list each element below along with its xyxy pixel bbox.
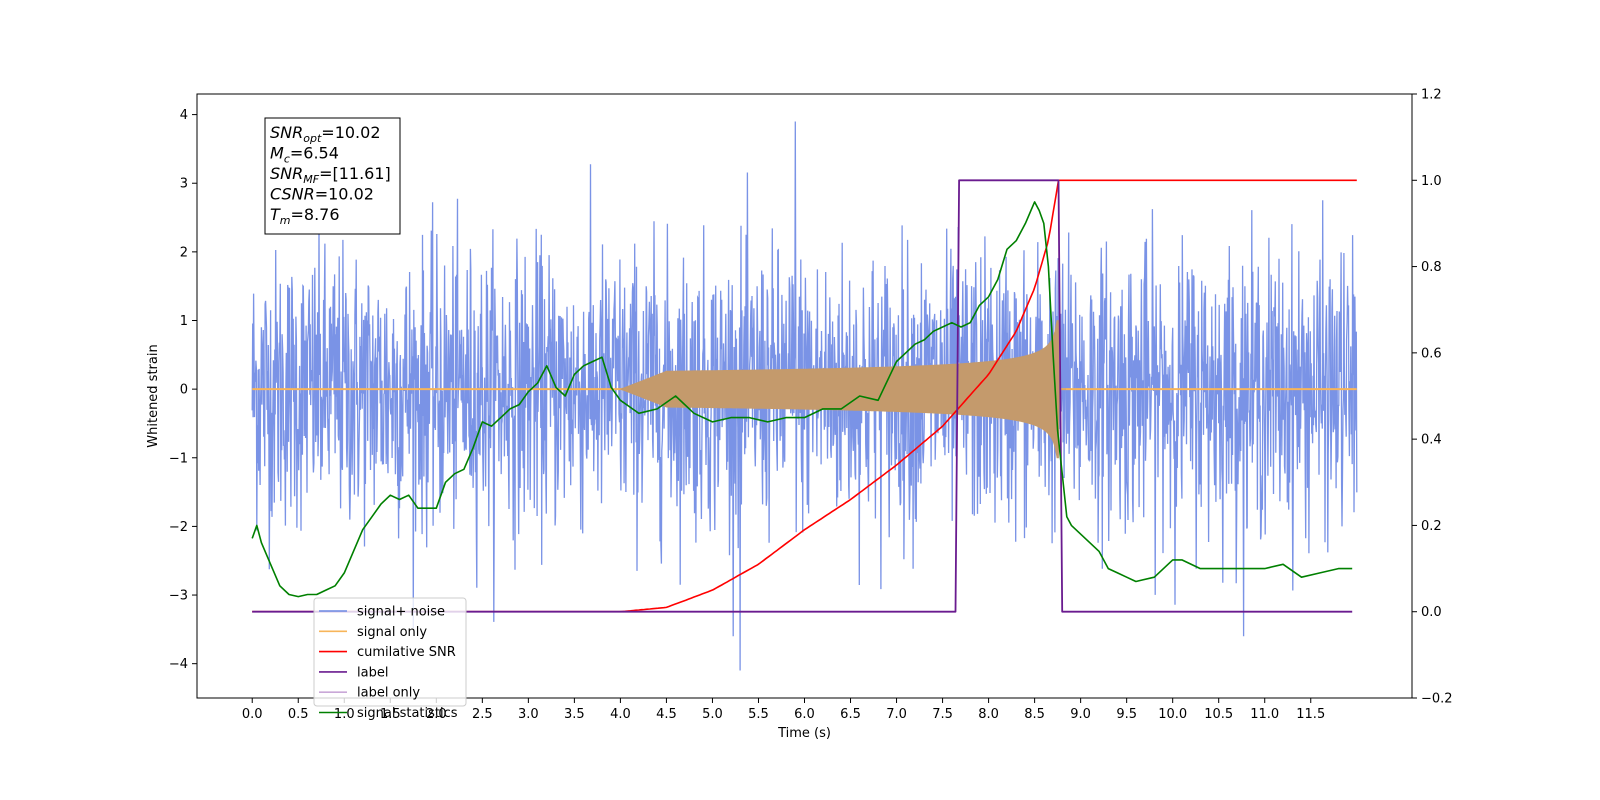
legend-entry: signal statistics (357, 706, 458, 721)
y-tick-label: −4 (169, 657, 188, 672)
x-tick-label: 6.5 (840, 707, 861, 722)
legend-entry: label (357, 665, 388, 680)
x-tick-label: 10.0 (1158, 707, 1187, 722)
y-tick-label: 1 (180, 314, 188, 329)
x-tick-label: 8.0 (978, 707, 999, 722)
y-tick-label: −3 (169, 589, 188, 604)
info-box-line: Mc=6.54 (270, 144, 339, 166)
legend-entry: signal only (357, 625, 427, 640)
x-axis-label: Time (s) (777, 726, 831, 741)
x-tick-label: 5.0 (702, 707, 723, 722)
y-axis-ticks: 4 3 2 1 0 −1 −2 −3 −4 (169, 108, 197, 672)
x-tick-label: 1.0 (334, 707, 355, 722)
info-box-line: SNRopt=10.02 (270, 123, 381, 145)
legend-frame (313, 597, 467, 707)
y2-tick-label: 1.2 (1421, 88, 1442, 103)
series-label (252, 179, 1353, 613)
info-box-frame (264, 117, 401, 235)
info-box-line: Tm=8.76 (270, 205, 340, 227)
series-signal-noise (251, 121, 1358, 671)
x-tick-label: 6.0 (794, 707, 815, 722)
y2-tick-label: 0.8 (1421, 260, 1442, 275)
x-tick-label: 3.0 (518, 707, 539, 722)
legend-entry: signal+ noise (357, 605, 445, 620)
x-tick-label: 0.0 (242, 707, 263, 722)
x-tick-label: 3.5 (564, 707, 585, 722)
y-tick-label: −1 (169, 451, 188, 466)
x-tick-label: 5.5 (748, 707, 769, 722)
y2-tick-label: 0.0 (1421, 605, 1442, 620)
series-signal-statistics (251, 201, 1353, 598)
y2-tick-label: 0.2 (1421, 519, 1442, 534)
y2-tick-label: 0.4 (1421, 433, 1442, 448)
x-tick-label: 2.0 (426, 707, 447, 722)
x-axis-ticks: 0.0 0.5 1.0 1.5 2.0 2.5 3.0 3.5 4.0 4.5 5.0 5.5 6.0 6… (242, 698, 1325, 722)
x-tick-label: 9.5 (1116, 707, 1137, 722)
info-box-line: SNRMF=[11.61] (270, 164, 391, 186)
y-tick-label: −2 (169, 520, 188, 535)
legend-entry: label only (357, 686, 420, 701)
x-tick-label: 11.5 (1296, 707, 1325, 722)
x-tick-label: 7.5 (932, 707, 953, 722)
legend: signal+ noise signal only cumilative SNR la… (313, 597, 467, 721)
y2-axis-ticks: 1.2 1.0 0.8 0.6 0.4 0.2 0.0 −0.2 (1412, 88, 1453, 707)
y2-tick-label: 0.6 (1421, 346, 1442, 361)
x-tick-label: 10.5 (1204, 707, 1233, 722)
x-tick-label: 4.0 (610, 707, 631, 722)
info-box: SNRopt=10.02Mc=6.54SNRMF=[11.61]CSNR=10.… (264, 117, 401, 235)
y2-tick-label: −0.2 (1421, 692, 1453, 707)
y-tick-label: 3 (180, 177, 188, 192)
x-tick-label: 1.5 (380, 707, 401, 722)
x-tick-label: 0.5 (288, 707, 309, 722)
x-tick-label: 8.5 (1024, 707, 1045, 722)
y2-tick-label: 1.0 (1421, 174, 1442, 189)
series-signal-only (619, 320, 1066, 459)
y-tick-label: 0 (180, 383, 188, 398)
x-tick-label: 4.5 (656, 707, 677, 722)
x-tick-label: 2.5 (472, 707, 493, 722)
series-layer (251, 121, 1358, 671)
x-tick-label: 11.0 (1250, 707, 1279, 722)
y-axis-label: Whitened strain (146, 344, 161, 447)
legend-entry: cumilative SNR (357, 645, 456, 660)
y-tick-label: 4 (180, 108, 188, 123)
x-tick-label: 9.0 (1070, 707, 1091, 722)
x-tick-label: 7.0 (886, 707, 907, 722)
info-box-line: CSNR=10.02 (270, 185, 374, 204)
y-tick-label: 2 (180, 245, 188, 260)
